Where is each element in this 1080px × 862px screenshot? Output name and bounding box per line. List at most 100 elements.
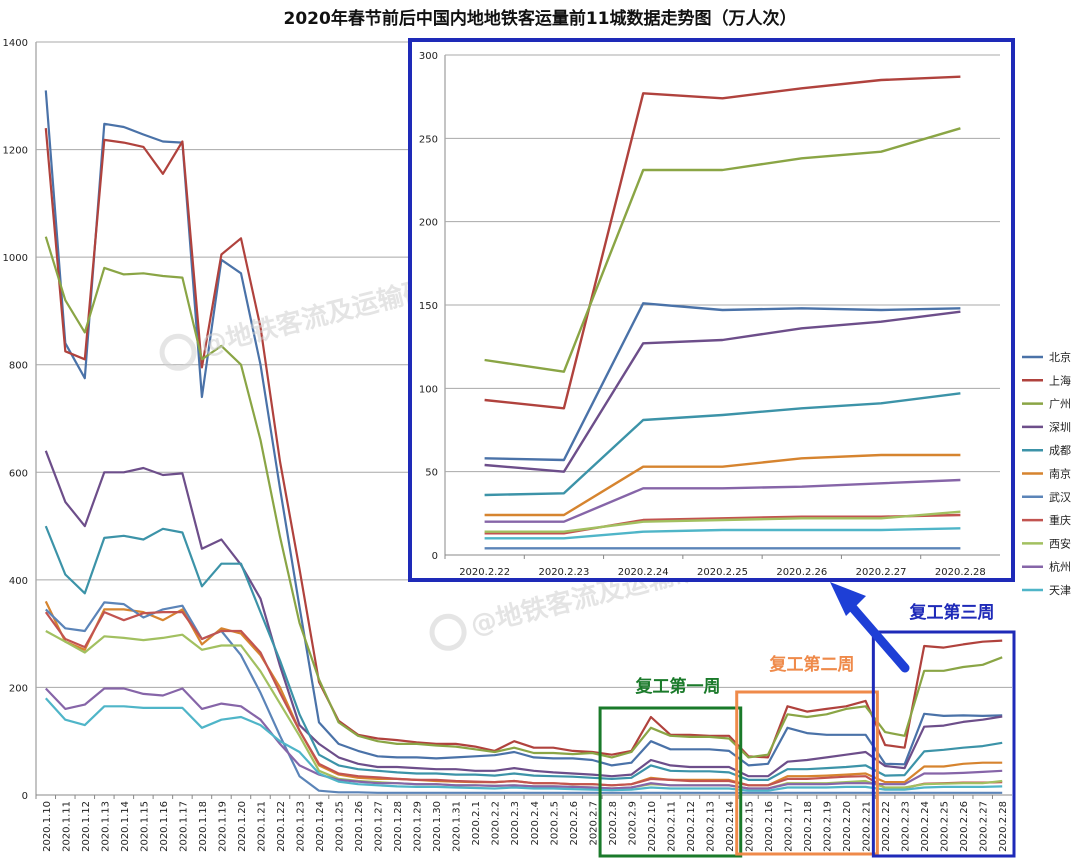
watermark-icon	[429, 613, 467, 651]
inset-x-tick-label: 2020.2.22	[459, 567, 510, 578]
main-x-tick-label: 2020.1.15	[139, 801, 150, 852]
main-x-ticks: 2020.1.10 2020.1.11 2020.1.12 2020.1.13 2020…	[35, 795, 1009, 852]
main-x-tick-label: 2020.2.4	[530, 801, 541, 846]
legend-label-武汉: 武汉	[1049, 491, 1071, 504]
series-line-武汉	[45, 601, 1003, 794]
series-line-成都	[44, 525, 1003, 782]
legend-label-广州: 广州	[1049, 398, 1071, 411]
main-x-tick-label: 2020.2.18	[803, 801, 814, 852]
main-x-tick-label: 2020.1.22	[276, 801, 287, 852]
inset-chart: 0 50 100 150 200 250 300 2020.2.22 2020.2.23 2020…	[408, 38, 1015, 582]
inset-series-line-上海	[484, 75, 961, 410]
watermark-icon	[159, 333, 197, 371]
main-x-tick-label: 2020.2.12	[686, 801, 697, 852]
legend-label-深圳: 深圳	[1049, 421, 1071, 434]
main-x-tick-label: 2020.2.11	[666, 801, 677, 852]
main-x-tick-label: 2020.2.9	[627, 801, 638, 846]
week3-label: 复工第三周	[909, 602, 995, 623]
inset-y-tick-label: 300	[419, 51, 438, 62]
main-x-tick-label: 2020.1.28	[393, 801, 404, 852]
main-y-tick-label: 1000	[3, 253, 28, 264]
inset-series-line-杭州	[484, 478, 961, 523]
main-x-tick-label: 2020.2.19	[823, 801, 834, 852]
week2-box	[735, 690, 879, 856]
inset-y-tick-label: 150	[419, 301, 438, 312]
legend-label-南京: 南京	[1049, 467, 1071, 481]
main-x-tick-label: 2020.2.1	[471, 801, 482, 846]
main-x-tick-label: 2020.2.14	[725, 801, 736, 852]
main-x-tick-label: 2020.1.31	[452, 801, 463, 852]
main-x-tick-label: 2020.2.28	[998, 801, 1009, 852]
arrow-head	[830, 582, 866, 616]
main-x-tick-label: 2020.2.26	[959, 801, 970, 852]
series-line-天津	[44, 697, 1003, 792]
main-x-tick-label: 2020.2.7	[588, 801, 599, 846]
main-y-tick-label: 1400	[3, 38, 28, 49]
inset-series-line-深圳	[484, 310, 961, 473]
main-x-tick-label: 2020.1.30	[432, 801, 443, 852]
inset-y-tick-label: 100	[419, 384, 438, 395]
main-y-tick-label: 0	[22, 791, 28, 802]
legend-label-北京: 北京	[1049, 350, 1071, 364]
main-y-ticks: 0 200 400 600 800 1000 1200 1400	[3, 38, 28, 802]
main-x-tick-label: 2020.1.10	[42, 801, 53, 852]
main-x-tick-label: 2020.2.16	[764, 801, 775, 852]
main-x-tick-label: 2020.2.13	[705, 801, 716, 852]
main-x-tick-label: 2020.1.23	[296, 801, 307, 852]
main-x-tick-label: 2020.1.14	[120, 801, 131, 852]
main-x-tick-label: 2020.1.19	[217, 801, 228, 852]
main-x-tick-label: 2020.2.23	[901, 801, 912, 852]
week3-box	[871, 630, 1016, 858]
pointer-arrow	[830, 582, 910, 673]
main-x-tick-label: 2020.1.13	[100, 801, 111, 852]
inset-series-line-成都	[484, 392, 961, 497]
main-x-tick-label: 2020.1.20	[237, 801, 248, 852]
main-x-tick-label: 2020.2.17	[784, 801, 795, 852]
inset-y-tick-label: 0	[432, 551, 438, 562]
legend-label-西安: 西安	[1049, 536, 1071, 550]
main-x-tick-label: 2020.2.25	[940, 801, 951, 852]
series-line-北京	[44, 90, 1003, 767]
main-x-tick-label: 2020.1.26	[354, 801, 365, 852]
main-y-tick-label: 200	[9, 683, 28, 694]
inset-x-tick-label: 2020.2.24	[618, 567, 669, 578]
inset-x-tick-label: 2020.2.26	[776, 567, 827, 578]
main-y-tick-label: 600	[9, 468, 28, 479]
main-x-tick-label: 2020.2.22	[881, 801, 892, 852]
inset-y-tick-label: 200	[419, 218, 438, 229]
inset-x-tick-label: 2020.2.25	[697, 567, 748, 578]
legend-label-天津: 天津	[1049, 584, 1071, 597]
main-x-tick-label: 2020.2.10	[647, 801, 658, 852]
main-x-tick-label: 2020.2.3	[510, 801, 521, 846]
week1-label: 复工第一周	[635, 676, 721, 697]
main-x-tick-label: 2020.1.24	[315, 801, 326, 852]
main-x-tick-label: 2020.1.17	[178, 801, 189, 852]
restart-week-boxes: 复工第一周 复工第二周 复工第三周	[598, 602, 1016, 858]
main-x-tick-label: 2020.1.27	[374, 801, 385, 852]
main-x-tick-label: 2020.1.16	[159, 801, 170, 852]
legend-label-成都: 成都	[1049, 444, 1071, 457]
series-line-杭州	[45, 687, 1003, 790]
inset-series-line-天津	[484, 527, 961, 540]
legend-label-上海: 上海	[1049, 373, 1071, 387]
main-x-tick-label: 2020.2.6	[569, 801, 580, 846]
main-x-tick-label: 2020.2.2	[491, 801, 502, 846]
arrow-shaft	[841, 595, 910, 673]
series-line-深圳	[44, 450, 1003, 778]
main-x-tick-label: 2020.2.8	[608, 801, 619, 846]
inset-x-tick-label: 2020.2.27	[856, 567, 907, 578]
legend-label-杭州: 杭州	[1049, 560, 1071, 574]
main-x-tick-label: 2020.1.25	[335, 801, 346, 852]
week1-box	[598, 706, 743, 858]
chart-title: 2020年春节前后中国内地地铁客运量前11城数据走势图（万人次）	[283, 9, 797, 29]
main-x-tick-label: 2020.2.5	[549, 801, 560, 846]
inset-x-tick-label: 2020.2.28	[935, 567, 986, 578]
main-x-tick-label: 2020.1.18	[198, 801, 209, 852]
main-x-tick-label: 2020.1.11	[61, 801, 72, 852]
inset-series-line-西安	[484, 510, 961, 533]
week2-label: 复工第二周	[769, 654, 855, 675]
inset-y-tick-label: 50	[425, 468, 438, 479]
legend-label-重庆: 重庆	[1049, 513, 1071, 527]
